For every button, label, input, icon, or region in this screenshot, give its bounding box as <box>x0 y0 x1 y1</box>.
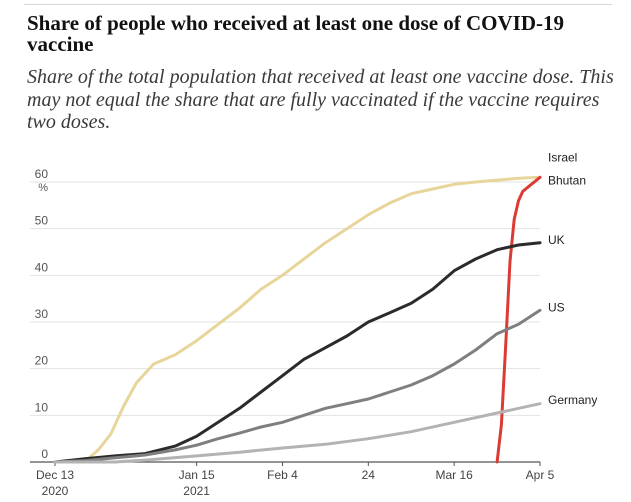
series-line-bhutan <box>495 175 542 464</box>
x-tick-label: Dec 13 <box>36 468 74 482</box>
series-label-bhutan: Bhutan <box>548 174 586 188</box>
chart-title: Share of people who received at least on… <box>27 11 565 56</box>
x-tick-sublabel: 2021 <box>183 484 210 498</box>
series-line-germany <box>53 402 542 464</box>
y-tick-label-20: 20 <box>35 354 49 368</box>
series-line-uk <box>53 241 542 464</box>
series-label-us: US <box>548 301 565 315</box>
y-tick-label-0: 0 <box>41 447 48 461</box>
y-tick-label-50: 50 <box>35 214 49 228</box>
y-tick-label-60: 60 <box>35 167 49 181</box>
y-tick-label-40: 40 <box>35 260 49 274</box>
x-tick-label: Apr 5 <box>526 468 555 482</box>
y-tick-label-30: 30 <box>35 307 49 321</box>
y-unit-label: % <box>38 182 48 194</box>
x-tick-label: Jan 15 <box>179 468 215 482</box>
x-tick-label: 24 <box>362 468 376 482</box>
series-label-uk: UK <box>548 233 565 247</box>
axis-labels: 0 10 20 30 40 50 60% Dec 13 2020 Jan 15 2021 Feb 4 2… <box>35 151 598 498</box>
x-tick-label: Mar 16 <box>435 468 473 482</box>
series-line-israel <box>53 175 542 464</box>
chart-subtitle: Share of the total population that recei… <box>27 66 614 133</box>
series-lines <box>53 175 542 464</box>
series-label-israel: Israel <box>548 151 577 165</box>
series-line-us <box>53 308 542 464</box>
top-rule <box>24 4 612 5</box>
series-label-germany: Germany <box>548 393 597 407</box>
x-tick-label: Feb 4 <box>267 468 298 482</box>
gridlines <box>30 181 541 466</box>
y-tick-label-10: 10 <box>35 400 49 414</box>
x-tick-sublabel: 2020 <box>42 484 69 498</box>
